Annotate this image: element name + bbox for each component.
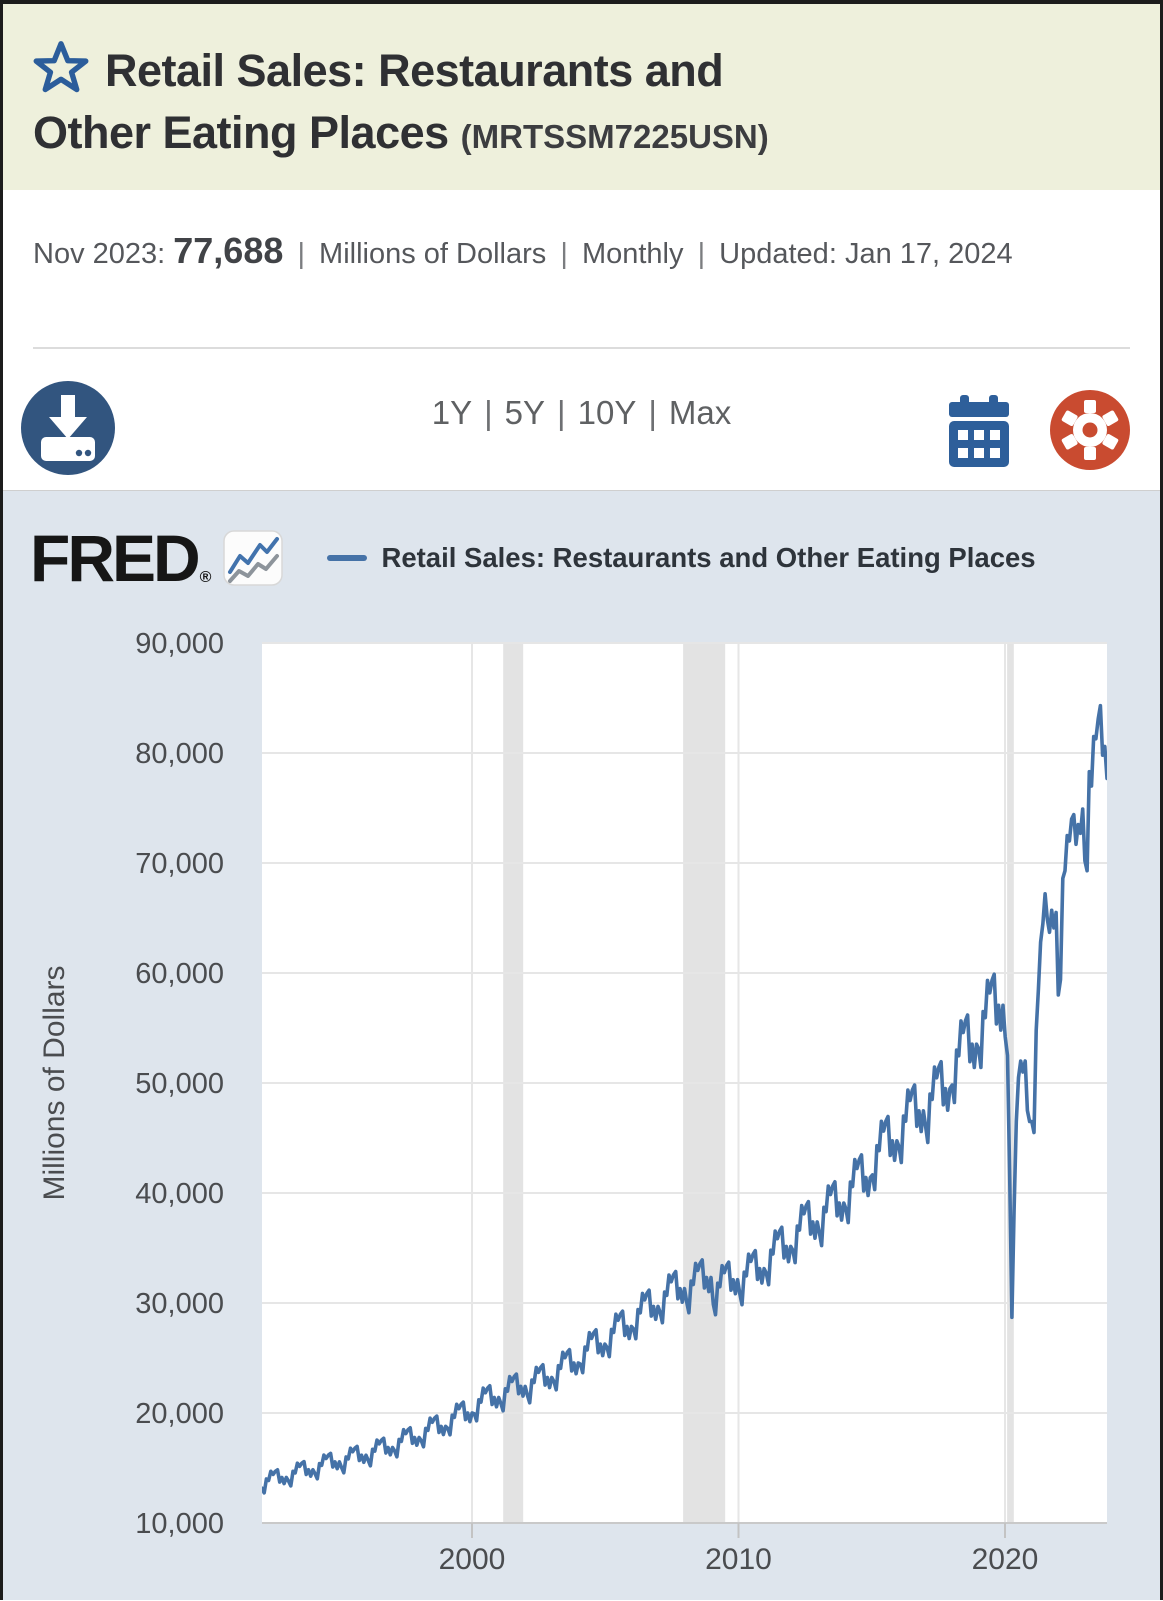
- meta-units: Millions of Dollars: [319, 238, 547, 270]
- fred-logo: FRED: [30, 521, 201, 595]
- chart-canvas[interactable]: 10,000 20,000 30,000 40,000 50,000 60,000 70,0…: [0, 491, 1163, 1601]
- legend-label[interactable]: Retail Sales: Restaurants and Other Eati…: [381, 542, 1036, 573]
- range-separator: |: [557, 394, 566, 431]
- download-button[interactable]: [20, 380, 116, 476]
- date-picker-button[interactable]: [949, 395, 1009, 467]
- range-separator: |: [648, 394, 657, 431]
- chart-section: 10,000 20,000 30,000 40,000 50,000 60,000 70,0…: [0, 490, 1163, 1600]
- title-line1: Retail Sales: Restaurants and: [105, 45, 724, 96]
- range-selector: 1Y | 5Y | 10Y | Max: [3, 394, 1160, 432]
- svg-text:50,000: 50,000: [135, 1068, 224, 1100]
- meta-separator: |: [297, 238, 305, 270]
- latest-value: 77,688: [173, 230, 284, 271]
- svg-text:20,000: 20,000: [135, 1398, 224, 1430]
- svg-text:60,000: 60,000: [135, 958, 224, 990]
- range-separator: |: [484, 394, 493, 431]
- meta-updated-label: Updated:: [719, 238, 837, 270]
- calendar-icon: [949, 395, 1009, 467]
- series-line: [262, 703, 1107, 1495]
- svg-text:40,000: 40,000: [135, 1178, 224, 1210]
- range-1y[interactable]: 1Y: [431, 394, 473, 431]
- meta-updated-date: Jan 17, 2024: [844, 238, 1013, 270]
- svg-text:80,000: 80,000: [135, 738, 224, 770]
- svg-text:2010: 2010: [705, 1543, 772, 1576]
- svg-text:90,000: 90,000: [135, 628, 224, 660]
- screen-border-left: [0, 0, 3, 1600]
- series-id: (MRTSSM7225USN): [460, 118, 769, 155]
- series-header: Retail Sales: Restaurants and Other Eati…: [3, 4, 1160, 190]
- settings-button[interactable]: [1050, 390, 1130, 470]
- range-max[interactable]: Max: [668, 394, 732, 431]
- screen-border-top: [0, 0, 1163, 4]
- meta-separator: |: [560, 238, 568, 270]
- chart-toolbar: 1Y | 5Y | 10Y | Max: [3, 350, 1160, 490]
- meta-frequency: Monthly: [581, 238, 684, 270]
- meta-date-label: Nov 2023:: [33, 238, 166, 270]
- x-axis-labels: 2000 2010 2020: [439, 1543, 1039, 1576]
- series-meta: Nov 2023: 77,688 | Millions of Dollars |…: [3, 190, 1160, 347]
- screen-border-right: [1160, 0, 1163, 1600]
- svg-text:2020: 2020: [972, 1543, 1039, 1576]
- range-5y[interactable]: 5Y: [504, 394, 546, 431]
- range-10y[interactable]: 10Y: [577, 394, 637, 431]
- svg-text:2000: 2000: [439, 1543, 506, 1576]
- chart-legend-row: FRED ® Retail Sales: Restaurants and Oth…: [30, 521, 1143, 595]
- svg-text:70,000: 70,000: [135, 848, 224, 880]
- meta-separator: |: [697, 238, 706, 270]
- fred-logo-registered: ®: [199, 569, 212, 586]
- legend-line-swatch: [327, 555, 368, 561]
- favorite-star-icon[interactable]: [33, 40, 89, 96]
- section-divider: [33, 347, 1130, 349]
- svg-text:30,000: 30,000: [135, 1288, 224, 1320]
- page-title: Retail Sales: Restaurants and Other Eati…: [33, 40, 1130, 168]
- svg-text:10,000: 10,000: [135, 1508, 224, 1540]
- gear-icon: [1050, 390, 1130, 470]
- y-axis-labels: 10,000 20,000 30,000 40,000 50,000 60,000 70,0…: [135, 628, 224, 1540]
- title-line2: Other Eating Places: [33, 107, 449, 158]
- fred-logo-chart-icon: [223, 530, 284, 586]
- y-axis-title: Millions of Dollars: [38, 965, 71, 1200]
